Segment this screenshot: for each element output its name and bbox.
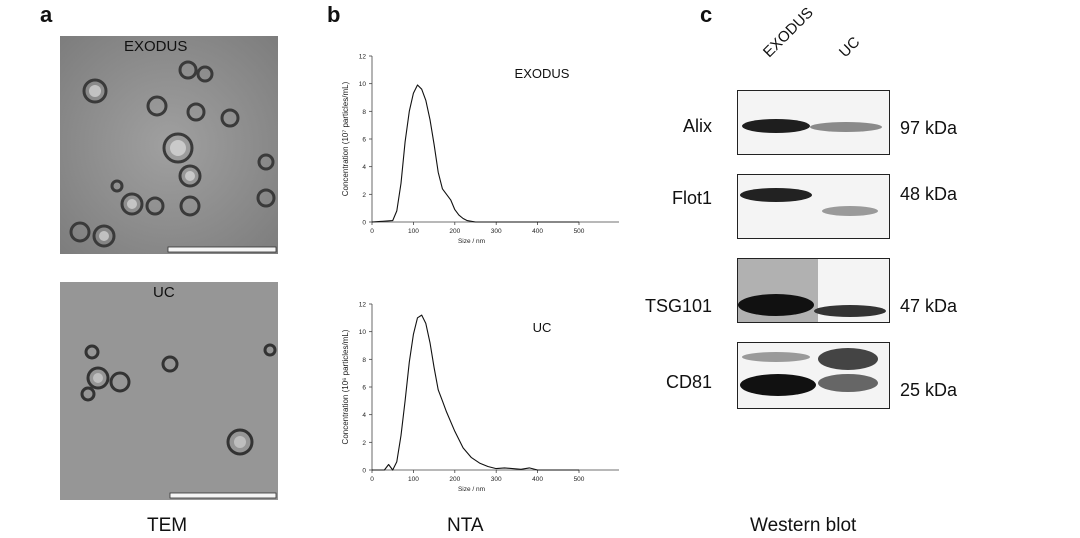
x-tick-label: 400 bbox=[532, 228, 543, 235]
blot-bands-tsg101 bbox=[738, 259, 886, 322]
y-tick-label: 0 bbox=[362, 468, 366, 475]
lane-label-uc: UC bbox=[835, 33, 864, 61]
y-tick-label: 12 bbox=[359, 54, 367, 61]
blot-flot1 bbox=[737, 174, 890, 239]
protein-label-flot1: Flot1 bbox=[671, 188, 712, 208]
x-tick-label: 400 bbox=[532, 476, 543, 483]
x-tick-label: 0 bbox=[370, 476, 374, 483]
axis-lines bbox=[371, 304, 619, 471]
size-label-flot1: 48 kDa bbox=[900, 184, 958, 204]
blot-tsg101 bbox=[737, 258, 890, 323]
x-tick-label: 500 bbox=[574, 476, 585, 483]
y-axis-label: Concentration (10⁷ particles/mL) bbox=[341, 81, 350, 196]
tem-micrograph-exodus bbox=[60, 36, 278, 254]
x-axis-label: Size / nm bbox=[458, 486, 485, 493]
panel-letter-c: c bbox=[700, 2, 713, 27]
caption-nta: NTA bbox=[447, 515, 484, 536]
y-tick-label: 8 bbox=[362, 109, 366, 116]
y-tick-label: 6 bbox=[362, 385, 366, 392]
chart-title: EXODUS bbox=[515, 66, 570, 81]
x-tick-label: 100 bbox=[408, 476, 419, 483]
x-tick-label: 0 bbox=[370, 228, 374, 235]
y-tick-label: 10 bbox=[359, 81, 367, 88]
x-tick-label: 100 bbox=[408, 228, 419, 235]
y-axis-label: Concentration (10⁶ particles/mL) bbox=[341, 329, 350, 444]
x-tick-label: 200 bbox=[449, 228, 460, 235]
y-tick-label: 2 bbox=[362, 192, 366, 199]
protein-label-cd81: CD81 bbox=[665, 372, 712, 392]
size-label-cd81: 25 kDa bbox=[900, 380, 958, 400]
x-tick-label: 300 bbox=[491, 228, 502, 235]
x-tick-label: 500 bbox=[574, 228, 585, 235]
panel-letter-b: b bbox=[327, 2, 341, 27]
blot-cd81 bbox=[737, 342, 890, 409]
y-tick-label: 10 bbox=[359, 329, 367, 336]
caption-tem: TEM bbox=[147, 515, 188, 536]
blot-bands-alix bbox=[742, 119, 882, 133]
nta-chart-uc: 0 2 4 6 8 10 12 0 100 200 300 400 500 Size / nm Concen… bbox=[341, 302, 619, 493]
y-tick-label: 12 bbox=[359, 302, 367, 309]
x-tick-label: 200 bbox=[449, 476, 460, 483]
lane-label-exodus: EXODUS bbox=[759, 4, 817, 61]
nta-chart-exodus: 0 2 4 6 8 10 12 0 100 200 300 400 500 Size / nm Concen… bbox=[341, 54, 619, 245]
series-line bbox=[372, 314, 579, 471]
protein-label-tsg101: TSG101 bbox=[644, 296, 712, 316]
tem-micrograph-uc bbox=[60, 282, 278, 500]
blot-bands-flot1 bbox=[740, 188, 878, 216]
y-tick-label: 2 bbox=[362, 440, 366, 447]
tem-image-uc bbox=[60, 282, 278, 500]
y-tick-label: 4 bbox=[362, 412, 366, 419]
y-tick-label: 0 bbox=[362, 220, 366, 227]
protein-label-alix: Alix bbox=[682, 116, 712, 136]
blot-bands-cd81 bbox=[740, 348, 878, 396]
size-label-alix: 97 kDa bbox=[900, 118, 958, 138]
caption-western-blot: Western blot bbox=[750, 515, 857, 536]
panel-letter-a: a bbox=[40, 2, 53, 27]
y-tick-label: 8 bbox=[362, 357, 366, 364]
size-label-tsg101: 47 kDa bbox=[900, 296, 958, 316]
blot-alix bbox=[737, 90, 890, 155]
x-axis-label: Size / nm bbox=[458, 238, 485, 245]
y-tick-label: 6 bbox=[362, 137, 366, 144]
x-tick-label: 300 bbox=[491, 476, 502, 483]
series-line bbox=[371, 84, 579, 223]
tem-label-uc: UC bbox=[153, 284, 175, 301]
y-tick-label: 4 bbox=[362, 164, 366, 171]
axis-lines bbox=[371, 56, 619, 223]
tem-label-exodus: EXODUS bbox=[124, 38, 188, 55]
chart-title: UC bbox=[533, 320, 552, 335]
tem-image-exodus bbox=[60, 36, 278, 254]
